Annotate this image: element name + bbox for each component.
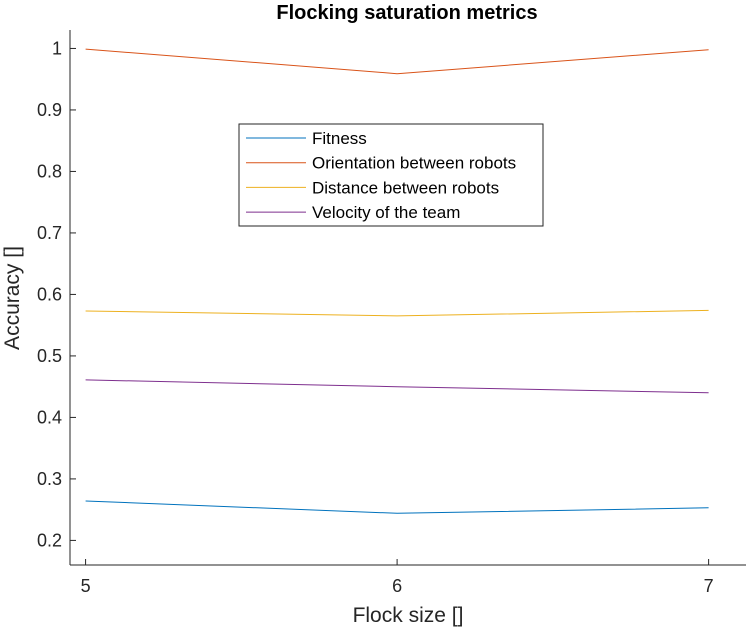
y-axis-label: Accuracy [] — [1, 246, 24, 350]
y-tick-label: 0.6 — [37, 284, 62, 304]
chart-title: Flocking saturation metrics — [276, 2, 537, 24]
series-line-4 — [85, 379, 709, 394]
y-tick-label: 0.3 — [37, 469, 62, 489]
axes — [69, 30, 746, 566]
legend: Fitness Orientation between robots Distanc… — [238, 123, 544, 227]
series-lines — [85, 48, 709, 514]
y-ticks: 0.2 0.3 0.4 0.5 0.6 0.7 0.8 0.9 1 — [37, 38, 76, 550]
legend-box — [238, 123, 544, 227]
x-tick-label: 6 — [392, 576, 402, 596]
legend-entry-label: Orientation between robots — [312, 154, 516, 173]
series-line-2 — [85, 48, 709, 75]
y-tick-label: 0.2 — [37, 530, 62, 550]
x-tick-label: 7 — [704, 576, 714, 596]
y-tick-label: 0.4 — [37, 407, 62, 427]
y-tick-label: 1 — [52, 38, 62, 58]
legend-entry-label: Distance between robots — [312, 178, 499, 197]
x-axis-label: Flock size [] — [353, 604, 464, 627]
series-line-3 — [85, 309, 709, 317]
y-tick-label: 0.8 — [37, 161, 62, 181]
y-tick-label: 0.5 — [37, 346, 62, 366]
series-line-1 — [85, 500, 709, 514]
legend-entry-label: Fitness — [312, 129, 367, 148]
x-tick-label: 5 — [81, 576, 91, 596]
legend-entry-label: Velocity of the team — [312, 203, 460, 222]
y-tick-label: 0.9 — [37, 100, 62, 120]
y-tick-label: 0.7 — [37, 223, 62, 243]
x-ticks: 5 6 7 — [81, 559, 714, 596]
